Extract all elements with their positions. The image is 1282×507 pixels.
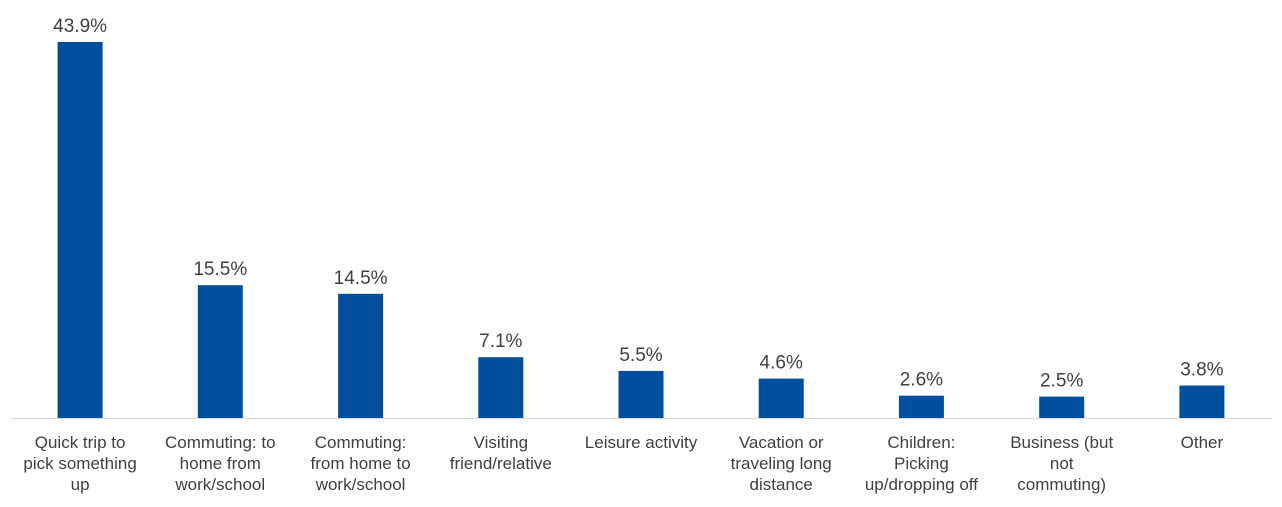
bar-3 [338,293,384,418]
data-label-8: 2.5% [1040,371,1083,392]
bar-5 [618,370,664,418]
category-label-3: Commuting: from home to work/school [311,433,411,494]
category-label-1: Quick trip to pick something up [23,433,136,494]
data-label-4: 7.1% [479,331,522,352]
data-label-6: 4.6% [760,353,803,374]
bar-8 [1039,396,1085,418]
data-label-2: 15.5% [193,259,247,280]
data-label-9: 3.8% [1180,360,1223,381]
data-label-7: 2.6% [900,370,943,391]
bar-7 [898,395,944,418]
bars-group [57,42,1225,418]
category-label-9: Other [1181,433,1224,452]
data-label-5: 5.5% [619,345,662,366]
category-label-2: Commuting: to home from work/school [165,433,276,494]
bar-9 [1179,385,1225,418]
category-label-8: Business (but not commuting) [1010,433,1113,494]
data-label-1: 43.9% [53,16,107,37]
bar-1 [57,42,103,418]
category-label-6: Vacation or traveling long distance [731,433,832,494]
category-labels-group: Quick trip to pick something up Commuting: … [23,433,1223,494]
bar-2 [197,285,243,418]
category-label-4: Visiting friend/relative [450,433,552,473]
value-labels-group: 43.9% 15.5% 14.5% 7.1% 5.5% 4.6% 2.6% 2.5% 3.8% [53,16,1223,392]
category-label-5: Leisure activity [585,433,698,452]
bar-4 [478,357,524,418]
data-label-3: 14.5% [334,268,388,289]
bar-6 [758,378,804,418]
category-label-7: Children: Picking up/dropping off [865,433,978,494]
